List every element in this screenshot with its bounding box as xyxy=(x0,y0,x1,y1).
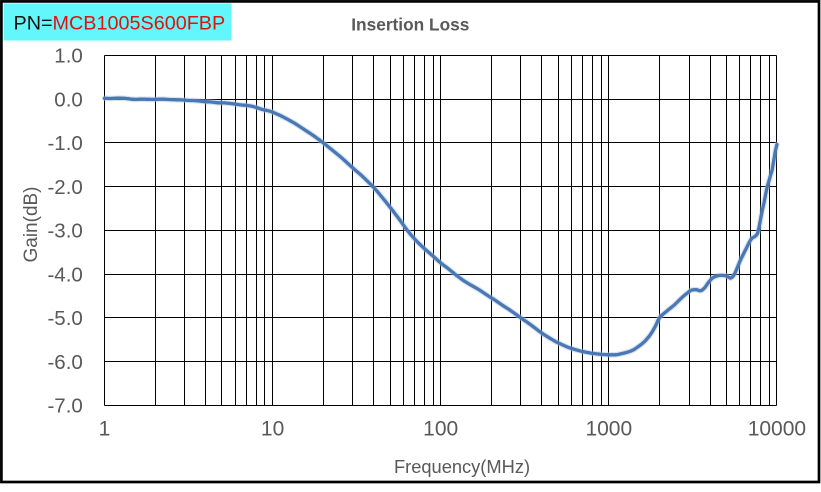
svg-text:10: 10 xyxy=(261,418,284,441)
svg-text:-5.0: -5.0 xyxy=(47,307,82,330)
svg-text:-7.0: -7.0 xyxy=(47,395,82,418)
svg-text:Frequency(MHz): Frequency(MHz) xyxy=(394,456,530,477)
svg-text:10000: 10000 xyxy=(748,418,806,441)
svg-text:-4.0: -4.0 xyxy=(47,263,82,286)
svg-text:100: 100 xyxy=(423,418,458,441)
svg-text:-2.0: -2.0 xyxy=(47,176,82,199)
svg-text:-1.0: -1.0 xyxy=(47,132,82,155)
svg-text:1000: 1000 xyxy=(585,418,632,441)
svg-text:1.0: 1.0 xyxy=(54,45,83,68)
svg-text:-3.0: -3.0 xyxy=(47,220,82,243)
svg-text:PN=MCB1005S600FBP: PN=MCB1005S600FBP xyxy=(14,13,226,35)
svg-text:Gain(dB): Gain(dB) xyxy=(21,186,42,262)
svg-text:1: 1 xyxy=(99,418,111,441)
svg-text:Insertion Loss: Insertion Loss xyxy=(351,14,469,34)
svg-text:0.0: 0.0 xyxy=(54,88,83,111)
svg-text:-6.0: -6.0 xyxy=(47,351,82,374)
